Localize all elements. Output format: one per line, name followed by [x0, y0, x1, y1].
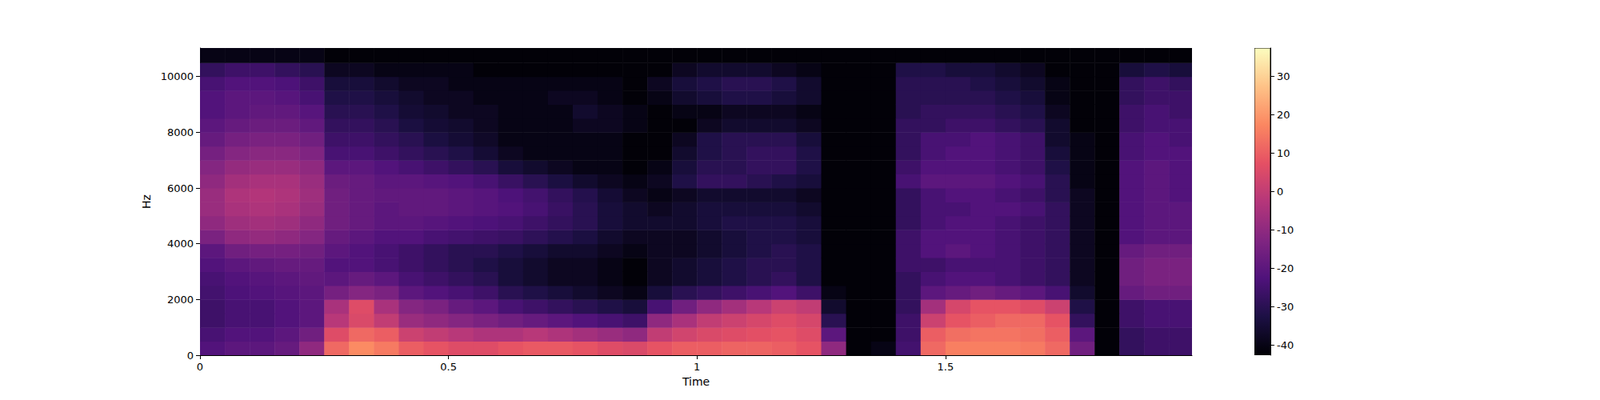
- svg-text:10: 10: [1276, 147, 1291, 160]
- svg-text:20: 20: [1276, 108, 1291, 121]
- svg-text:0: 0: [196, 360, 204, 373]
- svg-text:-20: -20: [1276, 262, 1294, 275]
- svg-text:Time: Time: [681, 375, 710, 388]
- svg-text:8000: 8000: [167, 126, 194, 139]
- svg-text:0: 0: [1276, 185, 1284, 198]
- svg-text:30: 30: [1276, 70, 1291, 83]
- svg-text:0: 0: [187, 349, 194, 362]
- svg-text:-30: -30: [1276, 300, 1294, 313]
- svg-text:1.5: 1.5: [937, 360, 955, 373]
- svg-text:10000: 10000: [160, 70, 194, 83]
- svg-text:Hz: Hz: [140, 194, 153, 209]
- svg-text:1: 1: [693, 360, 700, 373]
- svg-text:6000: 6000: [167, 182, 194, 195]
- svg-text:-40: -40: [1276, 339, 1294, 352]
- svg-text:4000: 4000: [167, 237, 194, 250]
- svg-text:0.5: 0.5: [440, 360, 457, 373]
- svg-text:2000: 2000: [167, 293, 194, 306]
- svg-text:-10: -10: [1276, 224, 1294, 236]
